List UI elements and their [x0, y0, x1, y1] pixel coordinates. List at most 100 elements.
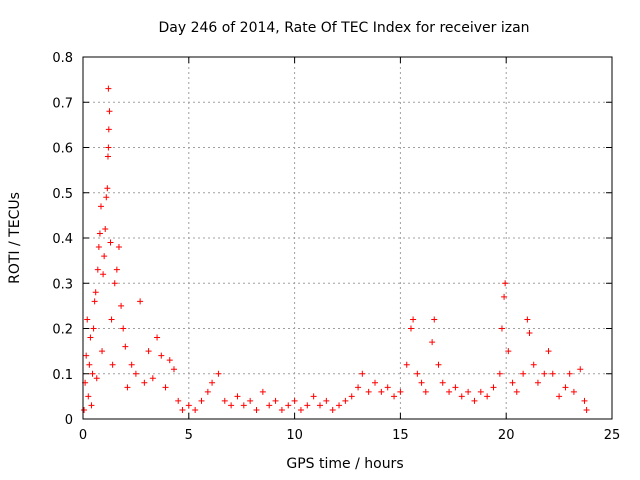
data-point: [198, 397, 205, 404]
data-point: [240, 402, 247, 409]
data-point: [501, 293, 508, 300]
data-point: [247, 397, 254, 404]
data-point: [581, 397, 588, 404]
x-tick-label: 20: [498, 428, 515, 443]
data-point: [471, 397, 478, 404]
data-point: [439, 379, 446, 386]
data-point: [372, 379, 379, 386]
data-point: [490, 384, 497, 391]
data-point: [100, 271, 107, 278]
data-point: [215, 370, 222, 377]
data-point: [418, 379, 425, 386]
data-point: [103, 194, 110, 201]
data-point: [87, 334, 94, 341]
y-axis-ticks: 0 0.1 0.2 0.3 0.4 0.5 0.6 0.7 0.8: [52, 51, 612, 428]
data-point: [122, 343, 129, 350]
data-point: [435, 361, 442, 368]
data-point: [384, 384, 391, 391]
data-point: [566, 370, 573, 377]
data-point: [549, 370, 556, 377]
data-point: [149, 375, 156, 382]
data-point: [124, 384, 131, 391]
data-points: [81, 85, 590, 413]
data-point: [410, 316, 417, 323]
data-point: [304, 402, 311, 409]
data-point: [310, 393, 317, 400]
chart-title: Day 246 of 2014, Rate Of TEC Index for r…: [158, 20, 529, 36]
y-tick-label: 0.4: [52, 232, 73, 247]
x-tick-label: 0: [79, 428, 87, 443]
data-point: [422, 388, 429, 395]
data-point: [90, 325, 97, 332]
data-point: [99, 348, 106, 355]
y-tick-label: 0.6: [52, 142, 73, 157]
data-point: [111, 280, 118, 287]
y-tick-label: 0.2: [52, 323, 73, 338]
data-point: [414, 370, 421, 377]
data-point: [120, 325, 127, 332]
data-point: [397, 388, 404, 395]
y-axis-label: ROTI / TECUs: [7, 192, 23, 284]
data-point: [365, 388, 372, 395]
data-point: [128, 361, 135, 368]
data-point: [137, 298, 144, 305]
data-point: [359, 370, 366, 377]
data-point: [234, 393, 241, 400]
data-point: [556, 393, 563, 400]
data-point: [162, 384, 169, 391]
data-point: [145, 348, 152, 355]
data-point: [446, 388, 453, 395]
data-point: [378, 388, 385, 395]
data-point: [175, 397, 182, 404]
data-point: [81, 406, 88, 413]
data-point: [185, 402, 192, 409]
data-point: [113, 266, 120, 273]
data-point: [166, 357, 173, 364]
data-point: [505, 348, 512, 355]
data-point: [285, 402, 292, 409]
x-tick-label: 25: [604, 428, 621, 443]
data-point: [297, 406, 304, 413]
data-point: [108, 316, 115, 323]
data-point: [545, 348, 552, 355]
data-point: [458, 393, 465, 400]
data-point: [83, 352, 90, 359]
y-tick-label: 0.7: [52, 96, 73, 111]
data-point: [109, 361, 116, 368]
y-tick-label: 0.8: [52, 51, 73, 66]
data-point: [105, 85, 112, 92]
data-point: [105, 126, 112, 133]
data-point: [88, 402, 95, 409]
data-point: [583, 406, 590, 413]
data-point: [104, 153, 111, 160]
data-point: [342, 397, 349, 404]
data-point: [570, 388, 577, 395]
data-point: [407, 325, 414, 332]
data-point: [115, 244, 122, 251]
x-axis-ticks: 0 5 10 15 20 25: [79, 57, 620, 443]
data-point: [541, 370, 548, 377]
y-tick-label: 0.1: [52, 368, 73, 383]
data-point: [102, 225, 109, 232]
data-point: [259, 388, 266, 395]
data-point: [158, 352, 165, 359]
data-point: [85, 393, 92, 400]
data-point: [154, 334, 161, 341]
data-point: [107, 239, 114, 246]
data-point: [465, 388, 472, 395]
data-point: [92, 289, 99, 296]
data-point: [104, 185, 111, 192]
data-point: [316, 402, 323, 409]
x-axis-label: GPS time / hours: [286, 456, 403, 472]
data-point: [96, 230, 103, 237]
data-point: [562, 384, 569, 391]
data-point: [94, 266, 101, 273]
data-point: [329, 406, 336, 413]
data-point: [530, 361, 537, 368]
data-point: [520, 370, 527, 377]
data-point: [86, 361, 93, 368]
data-point: [452, 384, 459, 391]
data-point: [577, 366, 584, 373]
data-point: [253, 406, 260, 413]
data-point: [221, 397, 228, 404]
